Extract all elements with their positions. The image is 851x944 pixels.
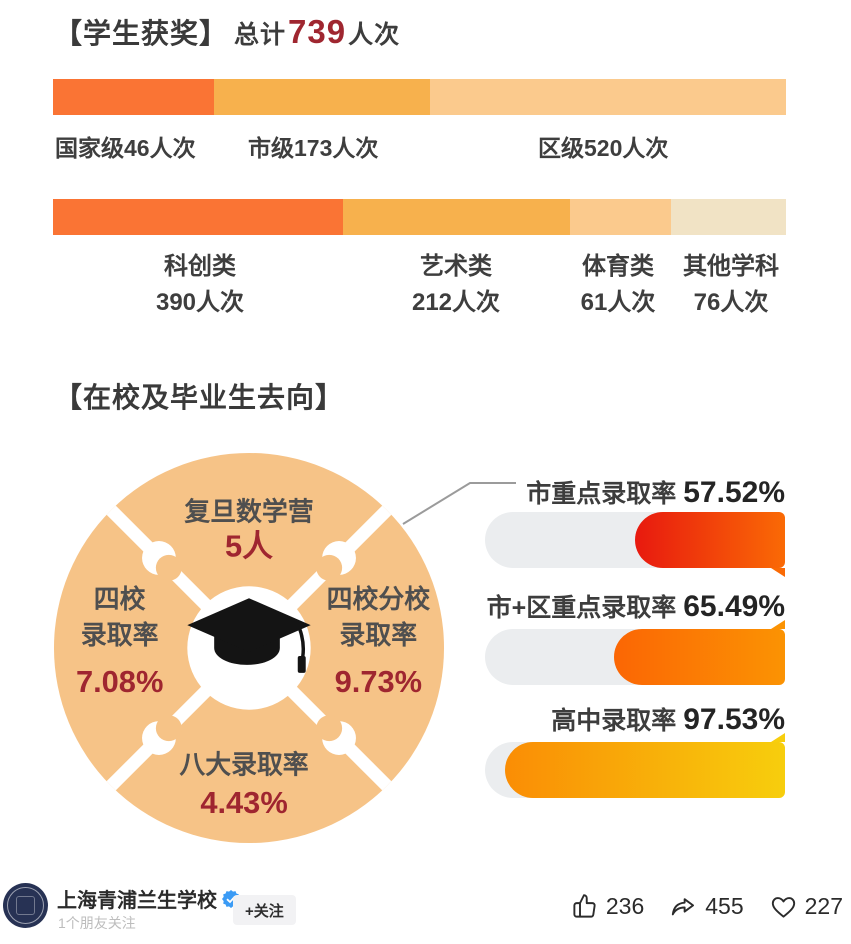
awards-title-bracketed: 【学生获奖】	[54, 18, 229, 49]
awards-section-title: 【学生获奖】 总计739人次	[54, 12, 400, 52]
heart-button[interactable]: 227	[770, 893, 843, 920]
avatar-seal-emblem	[16, 896, 35, 915]
puzzle-knobs	[142, 541, 356, 755]
puzzle-top-label: 复旦数学营	[184, 497, 313, 527]
puzzle-left-label-2: 录取率	[81, 620, 159, 650]
bar-segment-scitech	[53, 199, 343, 235]
label-national-count: 国家级46人次	[55, 135, 196, 161]
destinations-section-title: 【在校及毕业生去向】	[54, 382, 345, 413]
rate-bar-city-key	[485, 512, 785, 568]
puzzle-bottom-label: 八大录取率	[179, 749, 308, 779]
award-category-stacked-bar	[53, 199, 786, 235]
rate-fill-high-school	[504, 742, 785, 798]
bar-segment-other	[670, 199, 786, 235]
rate-bar-high-school	[485, 742, 785, 798]
share-arrow-icon	[672, 898, 695, 916]
bar-segment-arts	[342, 199, 570, 235]
leader-line	[402, 482, 516, 525]
heart-count: 227	[804, 893, 843, 919]
puzzle-pie-chart: 复旦数学营 5人 四校 录取率 7.08% 四校分校 录取率 9.73% 八大录…	[53, 452, 445, 844]
rate-label-city-district-key: 市+区重点录取率 65.49%	[486, 590, 785, 623]
rate-label-city-key: 市重点录取率 57.52%	[526, 476, 785, 509]
post-actions: 236 455 227	[571, 893, 843, 920]
follow-button[interactable]: +关注	[233, 895, 296, 925]
awards-total-prefix: 总计	[234, 21, 287, 49]
label-other: 其他学科 76人次	[683, 253, 779, 316]
bar-segment-sports	[569, 199, 671, 235]
puzzle-top-value: 5人	[225, 528, 273, 563]
puzzle-right-label-2: 录取率	[340, 620, 418, 650]
awards-total-value: 739	[288, 13, 347, 50]
share-count: 455	[705, 893, 744, 919]
award-level-stacked-bar	[53, 79, 786, 115]
rate-bar-city-district-key	[485, 629, 785, 685]
puzzle-left-value: 7.08%	[76, 664, 163, 699]
label-sports: 体育类 61人次	[580, 253, 656, 316]
label-scitech: 科创类 390人次	[155, 253, 245, 316]
avatar-seal-ring	[7, 887, 44, 924]
share-button[interactable]: 455	[670, 893, 744, 920]
bar-segment-district	[430, 79, 786, 115]
rate-label-high-school: 高中录取率 97.53%	[551, 703, 785, 736]
like-count: 236	[605, 893, 645, 919]
label-arts: 艺术类 212人次	[411, 253, 501, 316]
puzzle-bottom-value: 4.43%	[200, 785, 287, 820]
account-name[interactable]: 上海青浦兰生学校	[57, 884, 240, 913]
rate-fill-city-key	[635, 512, 785, 568]
account-avatar[interactable]	[3, 883, 48, 928]
awards-total-unit: 人次	[348, 21, 401, 49]
puzzle-left-label-1: 四校	[94, 584, 146, 614]
puzzle-right-value: 9.73%	[335, 664, 422, 699]
rate-fill-city-district-key	[614, 629, 785, 685]
bar-segment-municipal	[214, 79, 431, 115]
label-municipal-count: 市级173人次	[248, 135, 379, 161]
puzzle-right-label-1: 四校分校	[327, 584, 431, 614]
bar-segment-national	[53, 79, 215, 115]
friend-follow-note: 1个朋友关注	[58, 915, 136, 931]
heart-icon	[771, 897, 795, 918]
graduation-cap-icon	[187, 598, 311, 673]
label-district-count: 区级520人次	[538, 135, 669, 161]
like-button[interactable]: 236	[571, 893, 644, 920]
thumbs-up-icon	[573, 894, 596, 918]
